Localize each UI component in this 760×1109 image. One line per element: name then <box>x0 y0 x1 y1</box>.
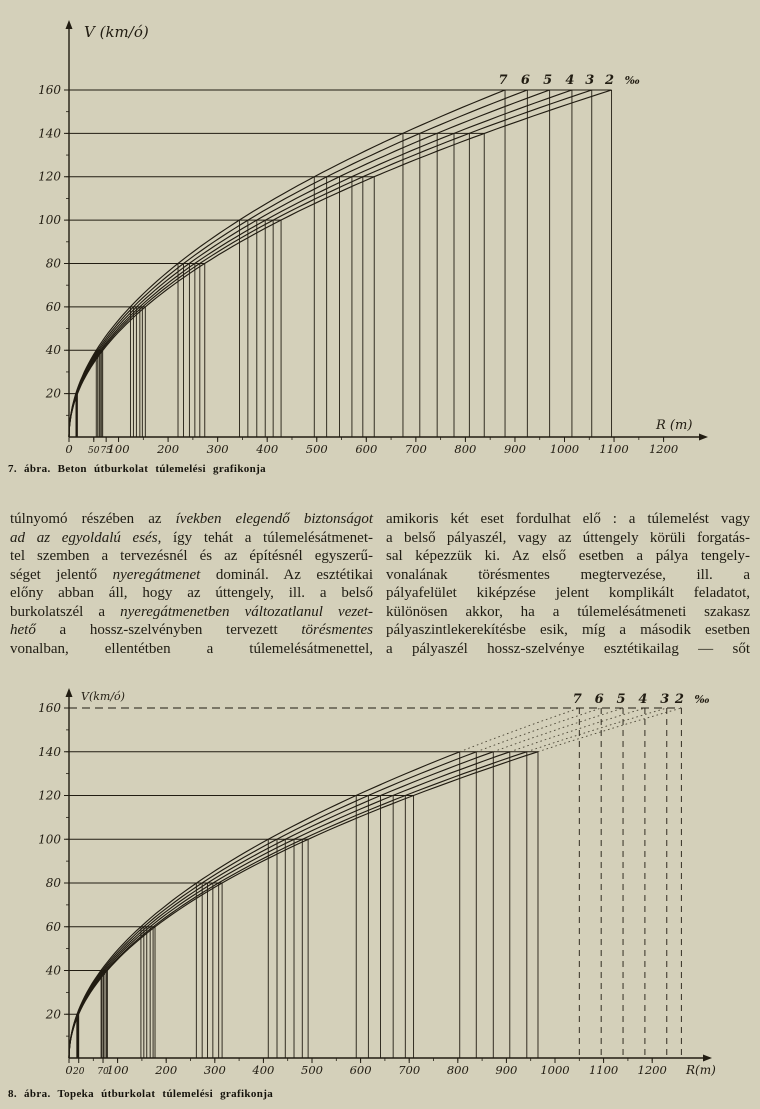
chart-text: 40 <box>45 343 62 357</box>
chart-text: 100 <box>108 442 130 456</box>
chart-text: 100 <box>107 1063 129 1077</box>
chart-text: 160 <box>38 83 61 97</box>
chart-text: 600 <box>350 1063 372 1077</box>
text-line: sal képezzük ki. Az első esetben a pálya… <box>386 548 750 564</box>
chart-text: 1100 <box>599 442 628 456</box>
text-line: vonalának törésmentes megtervezése, ill.… <box>386 566 750 583</box>
chart-text: 1000 <box>550 442 579 456</box>
chart-text: 80 <box>46 876 62 890</box>
chart-text: 100 <box>38 213 61 227</box>
chart-text: 500 <box>306 442 328 456</box>
chart-text: 900 <box>504 442 526 456</box>
text-line: a pályaszél hossz-szelvénye esztétikaila… <box>386 640 750 657</box>
figure-8-caption: 8. ábra. Topeka útburkolat túlemelési gr… <box>8 1088 274 1100</box>
chart-text: 900 <box>495 1063 517 1077</box>
text-line: különösen akkor, ha a túlemelésátmeneti … <box>386 603 750 620</box>
text-line: burkolatszél a nyeregátmenetben változat… <box>10 603 374 620</box>
text-line: pályaszintlekerekítésbe esik, míg a máso… <box>386 622 750 638</box>
chart-text: 0 <box>65 1063 72 1077</box>
chart-text: 80 <box>46 256 62 270</box>
chart-text: 4 <box>565 73 574 88</box>
chart-text: 140 <box>38 745 61 759</box>
chart-text: 200 <box>154 1063 177 1077</box>
chart-text: 60 <box>46 920 62 934</box>
chart-text: R (m) <box>655 418 692 433</box>
text-line: vonalban, ellentétben a túlemelésátmenet… <box>10 640 373 657</box>
chart-text: V (km/ó) <box>84 23 149 41</box>
chart-text: 20 <box>72 1067 85 1077</box>
text-line: hető a hossz-szelvényben tervezett törés… <box>10 622 373 638</box>
chart-text: 1000 <box>540 1063 569 1077</box>
chart-text: R(m) <box>685 1063 716 1077</box>
chart-text: 120 <box>38 170 61 184</box>
chart-text: 1200 <box>638 1063 667 1077</box>
chart-text: 3 <box>585 73 594 88</box>
chart-text: V(km/ó) <box>81 690 125 703</box>
chart-text: 20 <box>45 1007 62 1021</box>
chart-text: 6 <box>521 73 530 88</box>
chart-text: 4 <box>638 692 647 707</box>
chart-text: ‰ <box>625 74 640 87</box>
chart-text: 0 <box>65 442 72 456</box>
chart-text: 20 <box>45 387 62 401</box>
chart-text: 50 <box>88 446 100 456</box>
chart-text: 1200 <box>649 442 678 456</box>
text-line: amikoris két eset fordulhat elő : a túle… <box>386 511 750 527</box>
chart-text: 120 <box>38 789 61 803</box>
chart-text: 3 <box>660 692 669 707</box>
chart-text: 400 <box>255 442 278 456</box>
chart-text: 2 <box>604 73 614 88</box>
chart-text: 300 <box>207 442 229 456</box>
text-line: ad az egyoldalú esés, így tehát a túleme… <box>10 529 373 546</box>
text-column-right: amikoris két eset fordulhat elő : a túle… <box>386 510 750 658</box>
text-line: túlnyomó részében az ívekben elegendő bi… <box>10 511 373 527</box>
chart-text: 200 <box>156 442 179 456</box>
chart-text: 800 <box>454 442 476 456</box>
chart-text: 500 <box>301 1063 323 1077</box>
text-line: a belső pályaszél, vagy az úttengely kör… <box>386 529 750 546</box>
chart-text: 800 <box>447 1063 469 1077</box>
chart-text: 2 <box>674 692 684 707</box>
chart-text: 100 <box>38 832 61 846</box>
chart-text: 70 <box>97 1067 109 1077</box>
text-line: séget jelentő nyeregátmenet dominál. Az … <box>10 566 374 583</box>
text-column-left: túlnyomó részében az ívekben elegendő bi… <box>10 510 373 658</box>
chart-text: 1100 <box>589 1063 618 1077</box>
chart-text: 7 <box>573 692 582 707</box>
chart-text: ‰ <box>694 693 709 706</box>
chart-text: 5 <box>543 73 552 88</box>
chart-text: 400 <box>251 1063 274 1077</box>
chart-text: 60 <box>46 300 62 314</box>
chart-text: 6 <box>595 692 604 707</box>
chart-text: 40 <box>45 964 62 978</box>
figure-7-caption: 7. ábra. Beton útburkolat túlemelési gra… <box>8 463 266 475</box>
chart-text: 7 <box>499 73 508 88</box>
chart-text: 700 <box>398 1063 420 1077</box>
chart-text: 300 <box>204 1063 226 1077</box>
text-line: tel szemben a tervezésnél és az építésné… <box>10 548 373 564</box>
chart-text: 5 <box>617 692 626 707</box>
chart-text: 75 <box>100 446 112 456</box>
chart-text: 140 <box>38 126 61 140</box>
text-line: előny abban áll, hogy az úttengely, ill.… <box>10 585 373 601</box>
chart-text: 700 <box>405 442 427 456</box>
text-line: pályafelület kiképzése jelent komplikált… <box>386 585 750 601</box>
chart-text: 600 <box>355 442 377 456</box>
chart-text: 160 <box>38 701 61 715</box>
